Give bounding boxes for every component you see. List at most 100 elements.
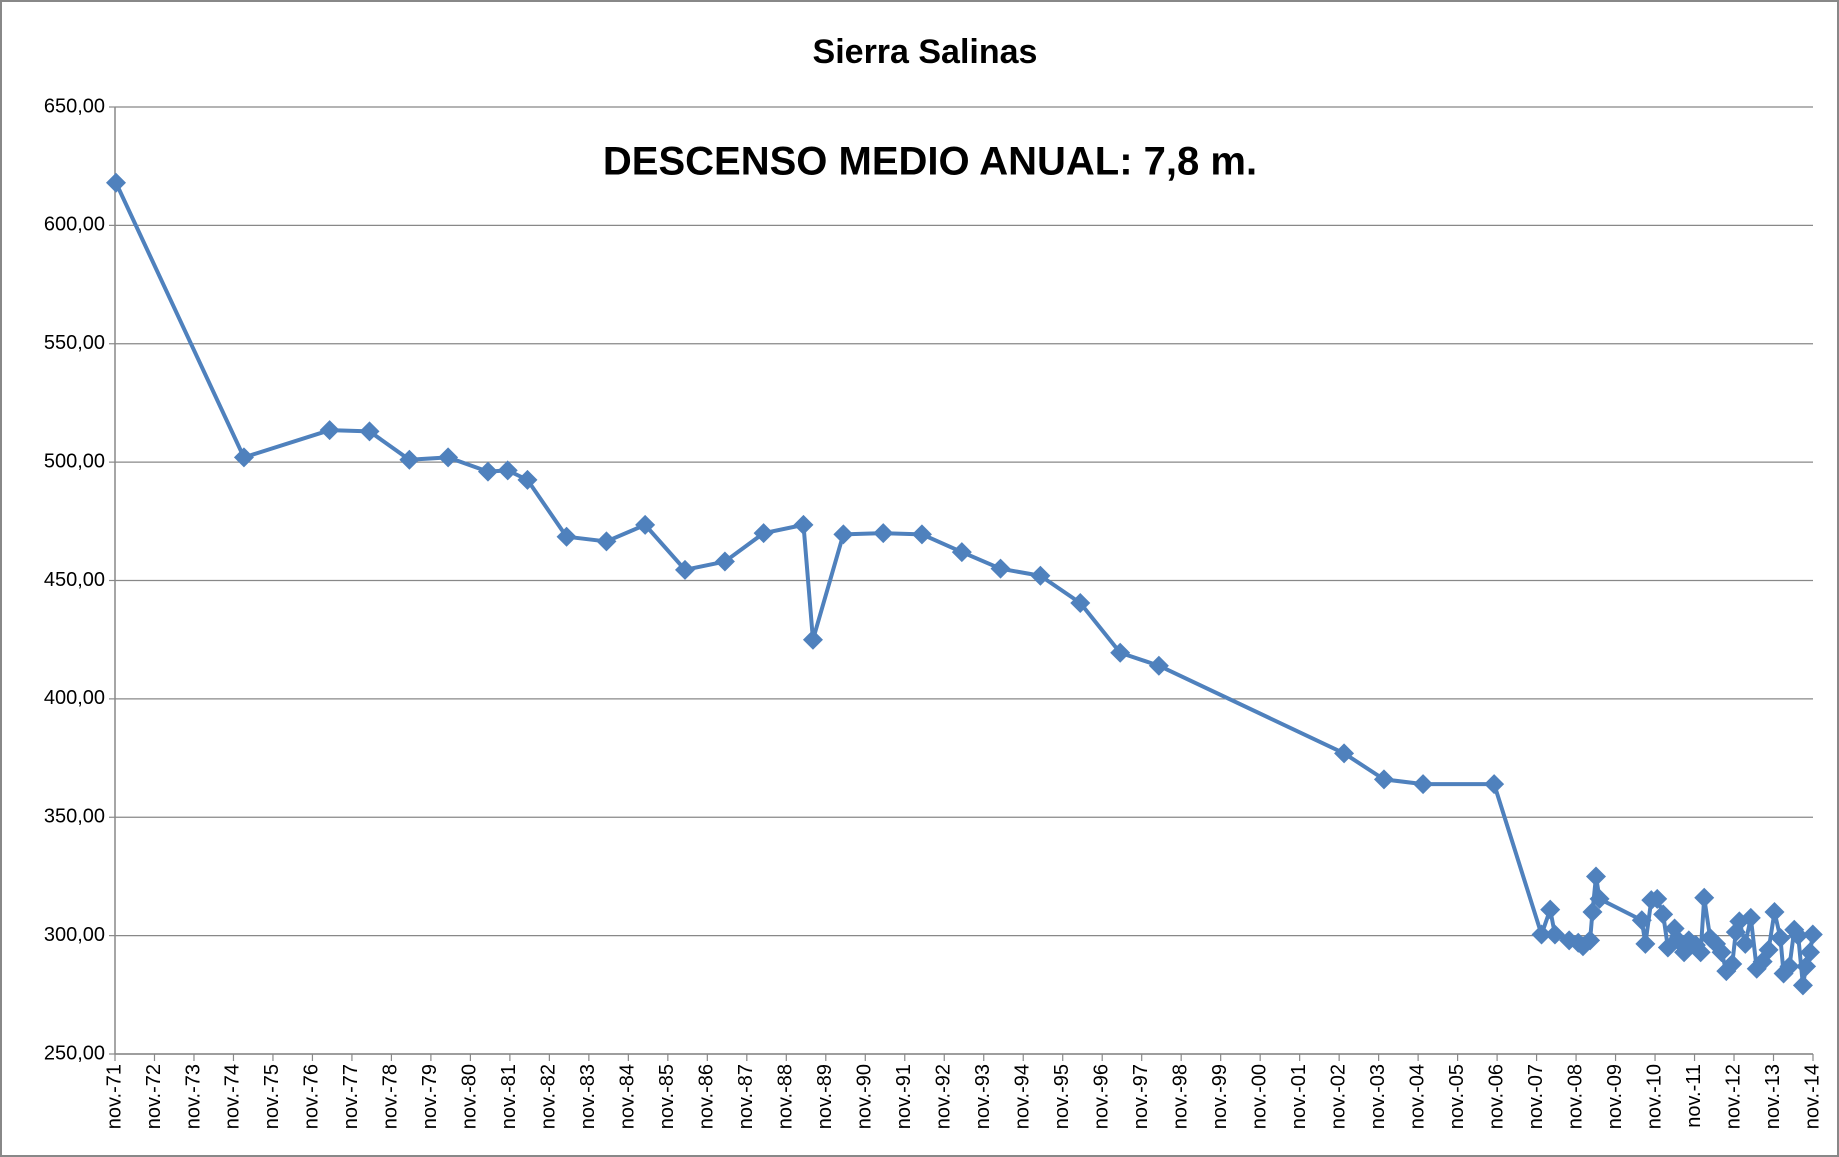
data-point [911,524,932,545]
x-tick-label: nov.-86 [696,1064,718,1129]
data-point [1580,930,1601,951]
y-tick-label: 500,00 [44,450,105,472]
data-point [1540,899,1561,920]
data-point [1070,592,1091,613]
x-tick-label: nov.-89 [814,1064,836,1129]
data-point [1796,956,1817,977]
x-tick-label: nov.-96 [1090,1064,1112,1129]
x-tick-label: nov.-83 [577,1064,599,1129]
data-point [1110,642,1131,663]
data-point [714,551,735,572]
x-tick-label: nov.-80 [459,1064,481,1129]
data-point [802,629,823,650]
data-point [319,420,340,441]
x-tick-label: nov.-05 [1446,1064,1468,1129]
y-tick-label: 250,00 [44,1042,105,1064]
data-point [833,524,854,545]
x-tick-label: nov.-14 [1801,1064,1823,1129]
x-tick-label: nov.-95 [1051,1064,1073,1129]
x-tick-label: nov.-92 [933,1064,955,1129]
data-point [1740,907,1761,928]
data-point [1779,956,1800,977]
x-tick-label: nov.-08 [1564,1064,1586,1129]
x-tick-label: nov.-12 [1722,1064,1744,1129]
y-tick-label: 650,00 [44,95,105,117]
data-point [596,531,617,552]
data-point [951,542,972,563]
data-point [1800,942,1821,963]
x-tick-label: nov.-06 [1485,1064,1507,1129]
data-point [517,469,538,490]
y-tick-label: 600,00 [44,214,105,236]
x-tick-label: nov.-87 [735,1064,757,1129]
data-point [1735,933,1756,954]
x-tick-label: nov.-99 [1209,1064,1231,1129]
data-point [1586,866,1607,887]
x-tick-label: nov.-88 [775,1064,797,1129]
y-tick-label: 350,00 [44,806,105,828]
data-point [1334,743,1355,764]
x-tick-label: nov.-82 [538,1064,560,1129]
data-point [1802,924,1823,945]
x-tick-label: nov.-11 [1683,1064,1705,1128]
x-tick-label: nov.-94 [1012,1064,1034,1129]
data-point [1531,924,1552,945]
chart-title: Sierra Salinas [813,33,1038,71]
data-point [635,514,656,535]
data-point [1770,927,1791,948]
x-tick-label: nov.-79 [419,1064,441,1129]
data-point [753,523,774,544]
x-tick-label: nov.-03 [1367,1064,1389,1129]
data-point [1484,774,1505,795]
data-point [477,461,498,482]
data-point [556,526,577,547]
x-tick-label: nov.-91 [893,1064,915,1129]
data-point [1589,888,1610,909]
x-tick-label: nov.-71 [103,1064,125,1129]
x-tick-label: nov.-04 [1406,1064,1428,1129]
x-tick-label: nov.-93 [972,1064,994,1129]
data-point [1148,655,1169,676]
x-tick-label: nov.-01 [1288,1064,1310,1129]
data-point [873,523,894,544]
y-tick-label: 450,00 [44,569,105,591]
x-tick-label: nov.-00 [1248,1064,1270,1129]
y-tick-label: 550,00 [44,332,105,354]
data-point [1582,901,1603,922]
x-tick-label: nov.-78 [380,1064,402,1129]
x-tick-label: nov.-07 [1525,1064,1547,1129]
data-point [675,559,696,580]
data-point [399,449,420,470]
data-point [1788,925,1809,946]
data-point [1631,910,1652,931]
data-point [438,447,459,468]
data-point [1544,924,1565,945]
data-point [1764,901,1785,922]
data-point [233,447,254,468]
y-tick-label: 400,00 [44,687,105,709]
data-point [1694,887,1715,908]
data-point [1722,954,1743,975]
x-tick-label: nov.-10 [1643,1064,1665,1129]
x-tick-label: nov.-73 [182,1064,204,1129]
x-tick-label: nov.-76 [301,1064,323,1129]
data-point [1373,769,1394,790]
x-tick-label: nov.-77 [340,1064,362,1129]
data-point [793,514,814,535]
data-point [1711,942,1732,963]
x-tick-label: nov.-09 [1604,1064,1626,1129]
y-tick-label: 300,00 [44,924,105,946]
x-tick-label: nov.-72 [143,1064,165,1129]
data-point [1030,565,1051,586]
data-point [359,421,380,442]
annotation: DESCENSO MEDIO ANUAL: 7,8 m. [603,140,1257,184]
data-point [1792,975,1813,996]
x-tick-label: nov.-98 [1169,1064,1191,1129]
x-tick-label: nov.-13 [1762,1064,1784,1129]
x-tick-label: nov.-84 [617,1064,639,1129]
x-tick-label: nov.-74 [222,1064,244,1129]
data-point [990,558,1011,579]
data-point [1635,933,1656,954]
x-tick-label: nov.-02 [1327,1064,1349,1129]
